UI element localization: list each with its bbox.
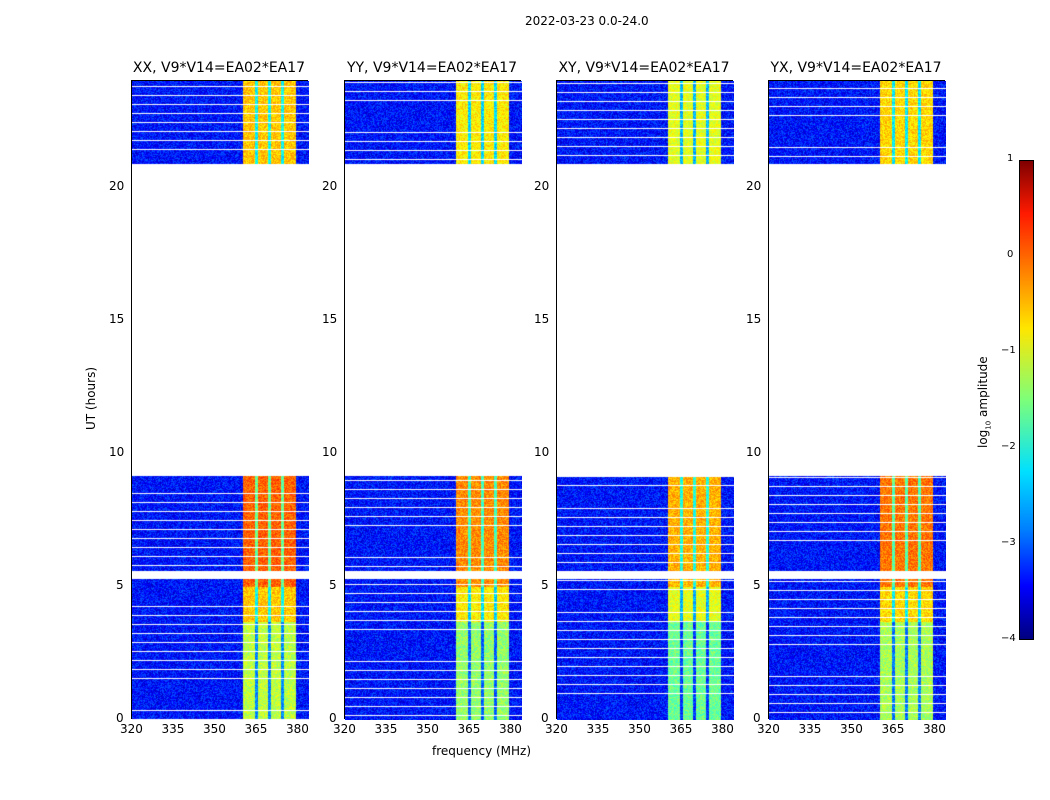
y-tick-label: 0 (541, 711, 549, 725)
y-axis-label: UT (hours) (84, 366, 98, 430)
y-tick-label: 20 (109, 178, 125, 193)
x-tick-label: 380 (498, 722, 522, 736)
x-tick-label: 335 (374, 722, 398, 736)
x-axis-label: frequency (MHz) (432, 744, 532, 758)
y-tick-label: 15 (109, 311, 125, 326)
heatmap-cells (557, 81, 734, 720)
x-tick-label: 350 (415, 722, 439, 736)
heatmap-panel-3 (556, 80, 734, 720)
y-tick-label: 15 (534, 311, 550, 326)
colorbar-tick-label: −1 (1001, 345, 1016, 356)
y-tick-label: 20 (534, 178, 550, 193)
y-tick-label: 20 (322, 178, 338, 193)
y-tick-label: 5 (329, 577, 337, 592)
panel-title: XY, V9*V14=EA02*EA17 (558, 60, 730, 76)
y-tick-label: 10 (109, 444, 125, 459)
x-tick-label: 365 (457, 722, 481, 736)
x-tick-label: 335 (161, 722, 185, 736)
y-tick-label: 10 (746, 444, 762, 459)
x-tick-label: 365 (881, 722, 905, 736)
x-tick-label: 320 (333, 722, 356, 736)
panel-title: YX, V9*V14=EA02*EA17 (770, 60, 942, 76)
colorbar-tick-label: −3 (1001, 537, 1016, 548)
colorbar-tick-label: −2 (1001, 441, 1016, 452)
heatmap-panel-2 (344, 80, 522, 720)
colorbar (1019, 160, 1034, 640)
y-tick-label: 5 (541, 577, 549, 592)
x-tick-label: 380 (285, 722, 309, 736)
heatmap-panel-4 (768, 80, 946, 720)
x-tick-label: 365 (244, 722, 268, 736)
y-tick-label: 0 (753, 711, 761, 725)
y-tick-label: 5 (116, 577, 124, 592)
heatmap-cells (345, 81, 522, 720)
x-tick-label: 335 (586, 722, 610, 736)
x-tick-label: 380 (710, 722, 734, 736)
colorbar-tick-label: −4 (1001, 633, 1016, 644)
colorbar-tick-label: 0 (1007, 249, 1014, 260)
y-tick-label: 0 (329, 711, 337, 725)
heatmap-panel-1 (131, 80, 309, 720)
heatmap-cells (132, 81, 309, 720)
panel-title: XX, V9*V14=EA02*EA17 (132, 60, 306, 76)
figure-title: 2022-03-23 0.0-24.0 (525, 14, 649, 28)
y-tick-label: 15 (322, 311, 338, 326)
y-tick-label: 10 (534, 444, 550, 459)
x-tick-label: 335 (798, 722, 822, 736)
heatmap-cells (769, 81, 946, 720)
x-tick-label: 320 (757, 722, 780, 736)
x-tick-label: 350 (839, 722, 863, 736)
y-tick-label: 15 (746, 311, 762, 326)
y-tick-label: 5 (753, 577, 761, 592)
colorbar-tick-label: 1 (1007, 153, 1014, 164)
x-tick-label: 320 (120, 722, 143, 736)
panel-title: YY, V9*V14=EA02*EA17 (346, 60, 518, 76)
colorbar-label: log10 amplitude (976, 356, 993, 448)
x-tick-label: 350 (202, 722, 226, 736)
y-tick-label: 0 (116, 711, 124, 725)
x-tick-label: 320 (545, 722, 568, 736)
x-tick-label: 380 (922, 722, 946, 736)
x-tick-label: 365 (669, 722, 693, 736)
y-tick-label: 10 (322, 444, 338, 459)
x-tick-label: 350 (627, 722, 651, 736)
y-tick-label: 20 (746, 178, 762, 193)
